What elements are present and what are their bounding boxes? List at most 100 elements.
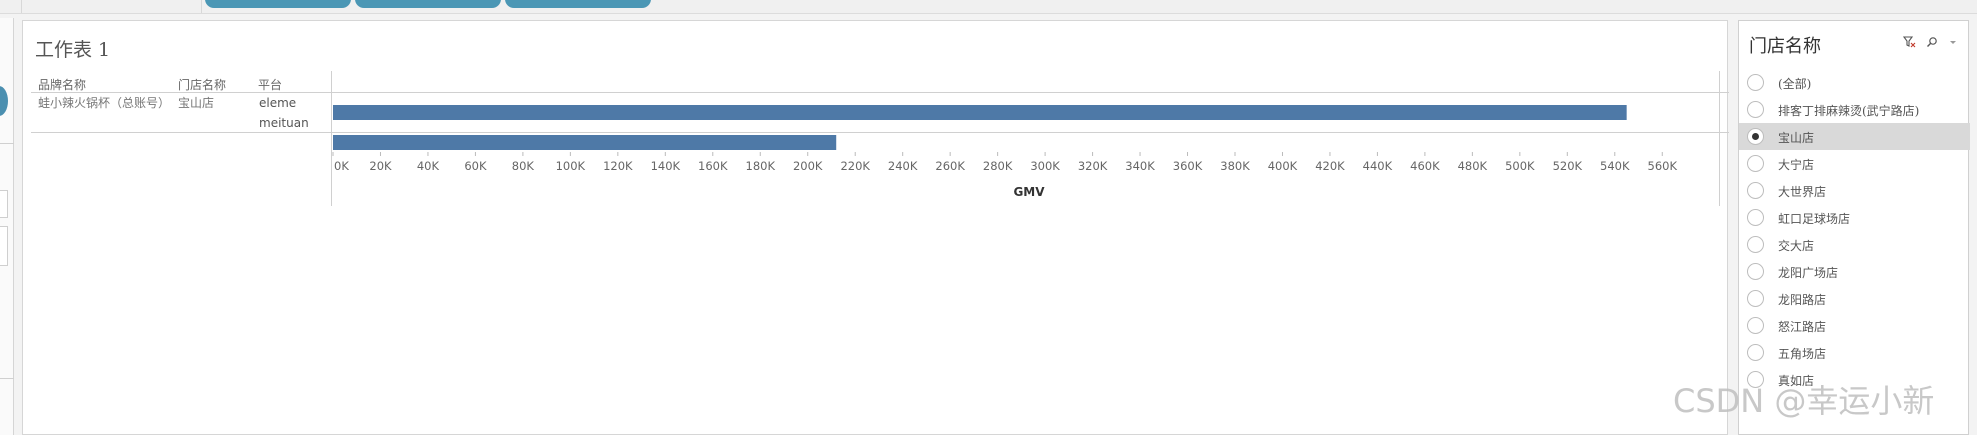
toolbar-cell	[22, 0, 202, 13]
gmv-bar-chart: 0K 20K 40K 60K 80K 100K 120K 140K 160K 180K 200K 22…	[331, 71, 1726, 206]
filter-option-label: 宝山店	[1778, 131, 1815, 145]
header-platform[interactable]: 平台	[258, 78, 283, 92]
x-tick-label: 540K	[1600, 159, 1630, 173]
radio-button[interactable]	[1747, 74, 1764, 91]
radio-button[interactable]	[1747, 182, 1764, 199]
header-variety[interactable]: 品牌名称	[38, 78, 87, 92]
top-toolbar	[0, 0, 1977, 14]
worksheet-panel: 工作表 1 品牌名称 门店名称 平台 蛙小辣火锅杯（总账号） 宝山店 eleme…	[22, 20, 1729, 435]
filter-option[interactable]: (全部)	[1739, 69, 1970, 96]
filter-option-label: 真如店	[1778, 374, 1815, 388]
filter-option[interactable]: 宝山店	[1739, 123, 1970, 150]
pane-divider	[331, 71, 332, 206]
header-divider	[31, 92, 1729, 93]
filter-option[interactable]: 真如店	[1739, 366, 1970, 393]
cell-variety[interactable]: 蛙小辣火锅杯（总账号）	[38, 96, 171, 110]
side-toggle-button[interactable]	[0, 86, 8, 116]
row-divider	[31, 132, 1729, 133]
search-icon[interactable]	[1926, 36, 1938, 51]
store-filter-panel: 门店名称 (全部) 排客丁排麻辣烫(武宁路店) 宝山店大宁店大世界店虹口足球场店 交大…	[1738, 20, 1970, 435]
divider	[0, 378, 14, 379]
x-tick-label: 60K	[464, 159, 487, 173]
toolbar-cell	[0, 0, 22, 13]
watermark: CSDN @幸运小新	[1673, 382, 1935, 420]
filter-option-label: (全部)	[1778, 77, 1812, 91]
x-tick-label: 80K	[512, 159, 535, 173]
radio-button[interactable]	[1747, 290, 1764, 307]
radio-button[interactable]	[1747, 344, 1764, 361]
x-tick-label: 520K	[1553, 159, 1583, 173]
filter-option-label: 大世界店	[1778, 185, 1827, 199]
radio-button[interactable]	[1747, 155, 1764, 172]
filter-option-label: 五角场店	[1778, 347, 1827, 361]
platform-label-eleme[interactable]: eleme	[259, 96, 297, 110]
sheet-tab[interactable]	[505, 0, 651, 8]
radio-button[interactable]	[1747, 317, 1764, 334]
filter-option[interactable]: 龙阳广场店	[1739, 258, 1970, 285]
clear-filter-icon[interactable]	[1902, 36, 1916, 51]
x-tick-label: 260K	[935, 159, 965, 173]
x-tick-label: 40K	[417, 159, 440, 173]
cell-store[interactable]: 宝山店	[178, 96, 215, 110]
x-tick-label: 560K	[1648, 159, 1678, 173]
radio-button[interactable]	[1747, 128, 1764, 145]
filter-option[interactable]: 怒江路店	[1739, 312, 1970, 339]
left-side-panel	[0, 18, 14, 435]
x-tick-label: 340K	[1125, 159, 1155, 173]
x-tick-label: 380K	[1220, 159, 1250, 173]
x-tick-label: 280K	[983, 159, 1013, 173]
sheet-tab[interactable]	[205, 0, 351, 8]
x-tick-label: 480K	[1458, 159, 1488, 173]
side-input-box[interactable]	[0, 190, 8, 218]
x-tick-label: 200K	[793, 159, 823, 173]
x-axis-title[interactable]: GMV	[1013, 185, 1045, 199]
chart-canvas: 0K 20K 40K 60K 80K 100K 120K 140K 160K 180K 200K 22…	[332, 105, 1678, 199]
filter-option[interactable]: 大宁店	[1739, 150, 1970, 177]
filter-option[interactable]: 交大店	[1739, 231, 1970, 258]
x-tick-label: 120K	[603, 159, 633, 173]
x-tick-label: 100K	[556, 159, 586, 173]
filter-option-label: 怒江路店	[1778, 320, 1827, 334]
filter-option-label: 龙阳路店	[1778, 293, 1827, 307]
filter-option[interactable]: 大世界店	[1739, 177, 1970, 204]
radio-button[interactable]	[1747, 209, 1764, 226]
x-tick-label: 240K	[888, 159, 918, 173]
platform-label-meituan[interactable]: meituan	[259, 116, 309, 130]
x-tick-label: 500K	[1505, 159, 1535, 173]
filter-option-label: 排客丁排麻辣烫(武宁路店)	[1778, 104, 1920, 118]
x-tick-label: 20K	[369, 159, 392, 173]
x-tick-label: 440K	[1363, 159, 1393, 173]
filter-option[interactable]: 排客丁排麻辣烫(武宁路店)	[1739, 96, 1970, 123]
x-tick-label: 160K	[698, 159, 728, 173]
bar-meituan[interactable]	[333, 135, 837, 150]
filter-option[interactable]: 龙阳路店	[1739, 285, 1970, 312]
filter-option-label: 大宁店	[1778, 158, 1815, 172]
radio-button[interactable]	[1747, 263, 1764, 280]
radio-button[interactable]	[1747, 371, 1764, 388]
x-tick-label: 460K	[1410, 159, 1440, 173]
side-input-box[interactable]	[0, 226, 8, 266]
worksheet-title: 工作表 1	[35, 39, 111, 61]
filter-option-label: 虹口足球场店	[1778, 212, 1851, 226]
filter-option-label: 交大店	[1778, 239, 1815, 253]
radio-button[interactable]	[1747, 101, 1764, 118]
bar-eleme[interactable]	[333, 105, 1627, 120]
x-tick-label: 0K	[334, 159, 349, 173]
filter-title: 门店名称	[1749, 36, 1821, 57]
x-tick-label: 300K	[1030, 159, 1060, 173]
radio-selected-dot	[1752, 133, 1759, 140]
pane-divider	[1719, 71, 1720, 206]
dropdown-icon[interactable]	[1948, 36, 1958, 51]
radio-button[interactable]	[1747, 236, 1764, 253]
x-tick-label: 360K	[1173, 159, 1203, 173]
x-tick-label: 180K	[746, 159, 776, 173]
x-tick-label: 220K	[840, 159, 870, 173]
sheet-tab[interactable]	[355, 0, 501, 8]
filter-option[interactable]: 虹口足球场店	[1739, 204, 1970, 231]
x-tick-label: 140K	[651, 159, 681, 173]
x-tick-label: 400K	[1268, 159, 1298, 173]
filter-option[interactable]: 五角场店	[1739, 339, 1970, 366]
header-store[interactable]: 门店名称	[178, 78, 227, 92]
filter-option-label: 龙阳广场店	[1778, 266, 1839, 280]
